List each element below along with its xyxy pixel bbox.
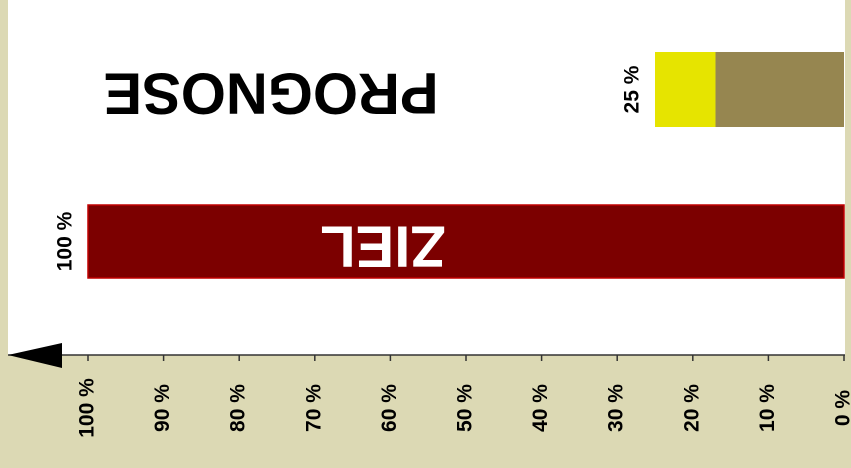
value-label: 25 %	[621, 65, 644, 113]
axis-arrow	[8, 343, 62, 368]
category-label: PROGNOSE	[103, 61, 438, 126]
bar-segment	[715, 52, 844, 127]
x-tick-label: 0 %	[832, 390, 851, 427]
x-tick-label: 10 %	[756, 384, 779, 432]
x-tick-label: 30 %	[605, 384, 628, 432]
category-label: ZIEL	[320, 214, 446, 279]
x-tick-label: 50 %	[454, 384, 477, 432]
bar-segment	[655, 52, 716, 127]
x-tick-label: 60 %	[378, 384, 401, 432]
value-label: 100 %	[54, 211, 77, 271]
x-tick-label: 40 %	[529, 384, 552, 432]
x-tick-label: 100 %	[76, 378, 99, 438]
bar-segment	[87, 204, 845, 279]
x-tick-label: 90 %	[151, 384, 174, 432]
x-tick-label: 20 %	[680, 384, 703, 432]
x-tick-label: 80 %	[227, 384, 250, 432]
x-tick-label: 70 %	[302, 384, 325, 432]
